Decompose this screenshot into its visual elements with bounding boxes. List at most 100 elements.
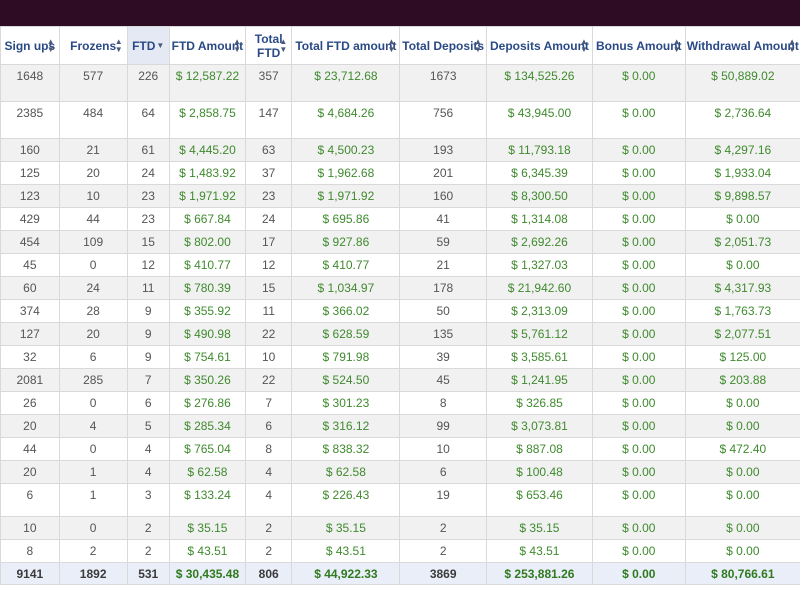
table-row: 2385 484 64 $ 2,858.75 147 $ 4,684.26 756 $ 43,… — [0, 101, 800, 139]
cell-total-ftd: 37 — [245, 161, 293, 185]
cell-deposits-amount: $ 43.51 — [485, 539, 593, 563]
column-header-label: FTD — [132, 38, 156, 53]
cell-total-ftd-amount: $ 43.51 — [291, 539, 401, 563]
cell-bonus-amount: $ 0.00 — [591, 414, 686, 438]
cell-withdrawal-amount: $ 1,933.04 — [684, 161, 800, 185]
total-bonus-amount: $ 0.00 — [591, 562, 686, 585]
cell-sign-ups: 10 — [0, 516, 60, 540]
table-row: 45 0 12 $ 410.77 12 $ 410.77 21 $ 1,327.03 $ 0.0… — [0, 253, 800, 277]
column-header-label: Frozens — [70, 38, 117, 53]
cell-ftd: 9 — [126, 322, 170, 346]
cell-ftd: 2 — [126, 539, 170, 563]
column-header-ftd[interactable]: FTD▼ — [126, 26, 170, 65]
cell-total-ftd: 2 — [245, 539, 293, 563]
sort-both-icon: ▲ ▼ — [788, 36, 796, 54]
cell-bonus-amount: $ 0.00 — [591, 101, 686, 139]
sort-both-icon: ▲ ▼ — [46, 36, 55, 54]
cell-total-ftd-amount: $ 301.23 — [291, 391, 401, 415]
cell-ftd-amount: $ 35.15 — [168, 516, 247, 540]
cell-frozens: 24 — [58, 276, 128, 300]
cell-bonus-amount: $ 0.00 — [591, 345, 686, 369]
cell-total-deposits: 201 — [399, 161, 487, 185]
cell-total-ftd: 147 — [245, 101, 293, 139]
cell-ftd-amount: $ 350.26 — [168, 368, 247, 392]
cell-deposits-amount: $ 8,300.50 — [485, 184, 593, 208]
table-row: 60 24 11 $ 780.39 15 $ 1,034.97 178 $ 21,942.60… — [0, 276, 800, 300]
cell-total-deposits: 99 — [399, 414, 487, 438]
column-header-sign-ups[interactable]: Sign ups ▲ ▼ — [0, 26, 60, 65]
header-row: Sign ups ▲ ▼ Frozens ▲ ▼ FTD▼ FTD Amount ▲ ▼ Total… — [0, 26, 800, 65]
cell-total-ftd-amount: $ 1,034.97 — [291, 276, 401, 300]
cell-ftd-amount: $ 1,971.92 — [168, 184, 247, 208]
table-row: 127 20 9 $ 490.98 22 $ 628.59 135 $ 5,761.12 $ 0… — [0, 322, 800, 346]
column-header-label: Deposits Amount — [490, 38, 589, 53]
cell-frozens: 4 — [58, 414, 128, 438]
table-header: Sign ups ▲ ▼ Frozens ▲ ▼ FTD▼ FTD Amount ▲ ▼ Total… — [0, 26, 800, 65]
cell-ftd-amount: $ 490.98 — [168, 322, 247, 346]
cell-total-deposits: 41 — [399, 207, 487, 231]
cell-total-ftd: 2 — [245, 516, 293, 540]
column-header-label: Withdrawal Amount — [686, 38, 799, 53]
cell-total-ftd: 17 — [245, 230, 293, 254]
cell-total-ftd-amount: $ 791.98 — [291, 345, 401, 369]
cell-deposits-amount: $ 35.15 — [485, 516, 593, 540]
total-frozens: 1892 — [58, 562, 128, 585]
cell-deposits-amount: $ 100.48 — [485, 460, 593, 484]
cell-withdrawal-amount: $ 50,889.02 — [684, 64, 800, 102]
table-row: 125 20 24 $ 1,483.92 37 $ 1,962.68 201 $ 6,345.… — [0, 161, 800, 185]
column-header-deposits-amount[interactable]: Deposits Amount ▲ ▼ — [485, 26, 593, 65]
cell-ftd-amount: $ 276.86 — [168, 391, 247, 415]
cell-total-ftd: 4 — [245, 460, 293, 484]
column-header-withdrawal-amount[interactable]: Withdrawal Amount ▲ ▼ — [684, 26, 800, 65]
cell-frozens: 21 — [58, 138, 128, 162]
cell-withdrawal-amount: $ 2,077.51 — [684, 322, 800, 346]
totals-row: 9141 1892 531 $ 30,435.48 806 $ 44,922.33 3869… — [0, 562, 800, 585]
cell-bonus-amount: $ 0.00 — [591, 253, 686, 277]
cell-total-deposits: 2 — [399, 539, 487, 563]
column-header-label: FTD Amount — [171, 38, 244, 53]
column-header-frozens[interactable]: Frozens ▲ ▼ — [58, 26, 128, 65]
cell-frozens: 577 — [58, 64, 128, 102]
cell-total-deposits: 39 — [399, 345, 487, 369]
column-header-ftd-amount[interactable]: FTD Amount ▲ ▼ — [168, 26, 247, 65]
cell-sign-ups: 6 — [0, 483, 60, 517]
cell-deposits-amount: $ 653.46 — [485, 483, 593, 517]
cell-ftd-amount: $ 667.84 — [168, 207, 247, 231]
column-header-total-ftd-amount[interactable]: Total FTD amount ▲ ▼ — [291, 26, 401, 65]
total-deposits-amount: $ 253,881.26 — [485, 562, 593, 585]
cell-total-ftd-amount: $ 35.15 — [291, 516, 401, 540]
cell-deposits-amount: $ 5,761.12 — [485, 322, 593, 346]
total-total-ftd: 806 — [245, 562, 293, 585]
column-header-total-ftd[interactable]: Total FTD ▲ ▼ — [245, 26, 293, 65]
cell-total-ftd-amount: $ 4,500.23 — [291, 138, 401, 162]
cell-ftd: 12 — [126, 253, 170, 277]
cell-withdrawal-amount: $ 2,051.73 — [684, 230, 800, 254]
sort-both-icon: ▲ ▼ — [580, 36, 588, 54]
cell-bonus-amount: $ 0.00 — [591, 207, 686, 231]
cell-total-ftd-amount: $ 628.59 — [291, 322, 401, 346]
cell-deposits-amount: $ 1,314.08 — [485, 207, 593, 231]
cell-total-deposits: 8 — [399, 391, 487, 415]
cell-ftd: 3 — [126, 483, 170, 517]
cell-ftd: 4 — [126, 460, 170, 484]
cell-sign-ups: 20 — [0, 414, 60, 438]
cell-total-ftd: 63 — [245, 138, 293, 162]
cell-total-ftd: 24 — [245, 207, 293, 231]
cell-withdrawal-amount: $ 203.88 — [684, 368, 800, 392]
cell-ftd-amount: $ 4,445.20 — [168, 138, 247, 162]
cell-deposits-amount: $ 326.85 — [485, 391, 593, 415]
cell-total-ftd: 15 — [245, 276, 293, 300]
cell-ftd: 61 — [126, 138, 170, 162]
total-ftd: 531 — [126, 562, 170, 585]
cell-total-ftd: 6 — [245, 414, 293, 438]
column-header-bonus-amount[interactable]: Bonus Amount ▲ ▼ — [591, 26, 686, 65]
cell-total-ftd-amount: $ 316.12 — [291, 414, 401, 438]
table-row: 26 0 6 $ 276.86 7 $ 301.23 8 $ 326.85 $ 0.00 $ 0.… — [0, 391, 800, 415]
cell-deposits-amount: $ 11,793.18 — [485, 138, 593, 162]
cell-frozens: 0 — [58, 253, 128, 277]
total-sign-ups: 9141 — [0, 562, 60, 585]
cell-total-ftd-amount: $ 524.50 — [291, 368, 401, 392]
column-header-total-deposits[interactable]: Total Deposits ▲ ▼ — [399, 26, 487, 65]
cell-total-deposits: 10 — [399, 437, 487, 461]
total-total-ftd-amount: $ 44,922.33 — [291, 562, 401, 585]
